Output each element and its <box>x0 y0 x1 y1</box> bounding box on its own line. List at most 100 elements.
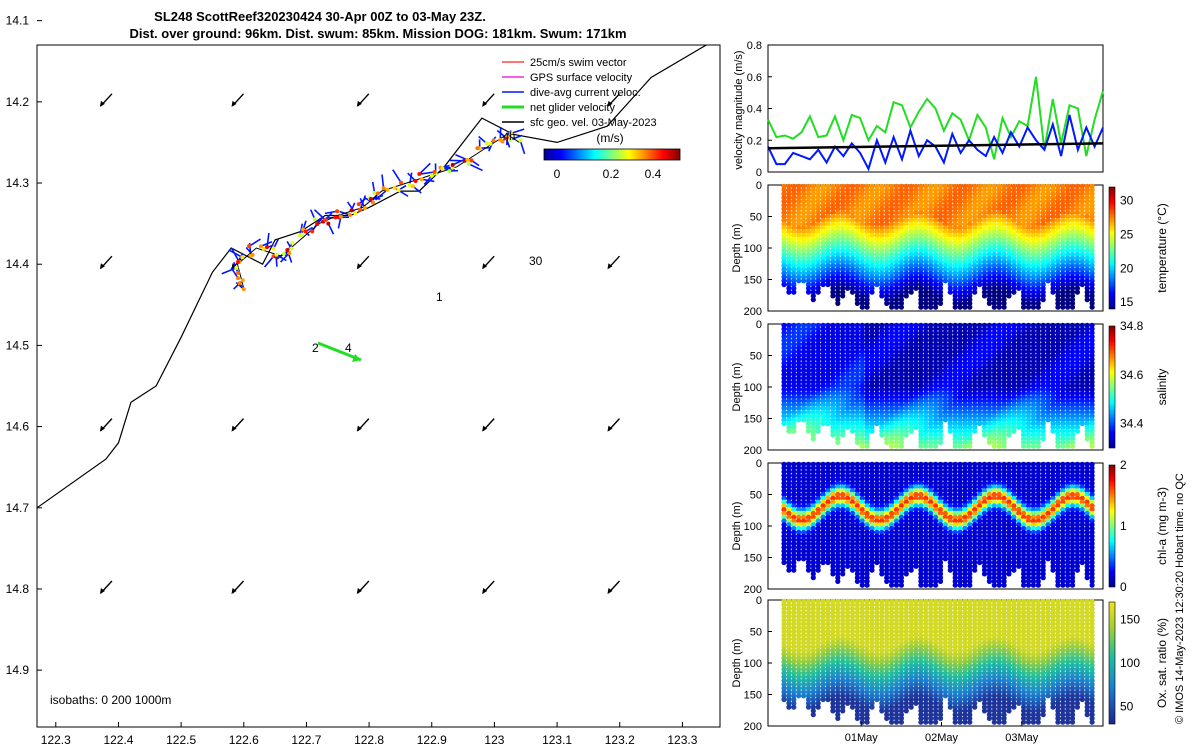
temperature-section-dot <box>918 270 924 276</box>
temperature-section-dot <box>942 240 949 246</box>
temperature-section-dot <box>859 225 865 231</box>
temperature-section-dot <box>825 225 831 231</box>
temperature-section-dot <box>962 300 968 306</box>
temperature-section-dot <box>1016 229 1022 235</box>
temperature-section-dot <box>898 240 905 246</box>
temperature-section-dot <box>791 251 797 257</box>
temperature-section-dot <box>1016 274 1022 280</box>
temperature-section-dot <box>1011 240 1017 246</box>
track-dot <box>347 213 352 218</box>
temperature-section-dot <box>898 198 905 204</box>
temperature-section-dot <box>805 236 812 242</box>
temperature-section-dot <box>918 229 924 235</box>
temperature-section-dot <box>1011 213 1017 220</box>
temperature-section-dot <box>996 202 1002 208</box>
temperature-section-dot <box>845 217 851 223</box>
velocity-ytick-label: 0 <box>756 167 762 179</box>
temperature-section-dot <box>1001 281 1007 288</box>
temperature-section-dot <box>933 259 939 265</box>
chl-a-section-dot <box>840 571 846 577</box>
temperature-section-dot <box>928 232 934 238</box>
temperature-section-dot <box>981 225 988 231</box>
temperature-section-dot <box>908 221 914 227</box>
temperature-section-dot <box>957 221 963 227</box>
temperature-section-dot <box>805 221 812 227</box>
temperature-section-dot <box>991 236 997 242</box>
temperature-section-dot <box>805 274 812 280</box>
temperature-section-dot <box>947 251 953 257</box>
temperature-section-dot <box>937 289 944 295</box>
temperature-section-dot <box>796 198 802 204</box>
temperature-section-dot <box>869 221 875 227</box>
temperature-section-dot <box>1001 251 1007 257</box>
temperature-section-dot <box>820 278 826 284</box>
geo-arrowhead <box>356 263 362 270</box>
temperature-section-dot <box>884 213 890 220</box>
temperature-section-ytick-label: 0 <box>756 180 762 192</box>
temperature-section-dot <box>893 191 900 197</box>
temperature-section-dot <box>791 202 797 208</box>
temperature-section-dot <box>815 251 821 257</box>
temperature-section-dot <box>879 221 885 227</box>
temperature-section-dot <box>786 285 792 291</box>
temperature-section-dot <box>835 289 841 295</box>
temperature-section-dot <box>952 198 958 204</box>
temperature-section-dot <box>801 210 807 216</box>
temperature-section-dot <box>884 221 890 227</box>
temperature-section-dot <box>835 285 841 291</box>
temperature-section-dot <box>898 236 905 242</box>
temperature-section-dot <box>903 281 909 288</box>
temperature-section-dot <box>967 221 973 227</box>
temperature-section-dot <box>947 259 953 265</box>
temperature-section-dot <box>937 285 944 291</box>
map-ytick-label: 14.5 <box>6 338 30 352</box>
temperature-section-dot <box>825 195 831 201</box>
temperature-section-dot <box>854 225 861 231</box>
temperature-section-dot <box>1011 255 1017 261</box>
temperature-section-dot <box>884 259 890 265</box>
temperature-section-dot <box>942 244 949 250</box>
chl-a-section-dot <box>879 571 885 577</box>
temperature-section-dot <box>918 285 924 291</box>
temperature-section-dot <box>810 202 816 208</box>
track-dot <box>290 240 295 245</box>
temperature-section-dot <box>977 210 983 216</box>
temperature-section-dot <box>952 304 958 310</box>
temperature-section-dot <box>874 232 880 238</box>
salinity-section-dot <box>1030 443 1036 449</box>
velocity-ytick-label: 0.2 <box>747 135 762 147</box>
temperature-section-dot <box>933 255 939 261</box>
temperature-section-dot <box>1006 221 1012 227</box>
temperature-section-dot <box>903 236 909 242</box>
temperature-section-dot <box>986 270 993 276</box>
temperature-section-dot <box>884 191 890 197</box>
temperature-section-dot <box>849 229 856 235</box>
temperature-section-dot <box>820 247 826 254</box>
temperature-section-dot <box>986 300 993 306</box>
temperature-section-dot <box>786 195 792 201</box>
temperature-section-dot <box>791 263 797 269</box>
temperature-section-dot <box>952 255 958 261</box>
temperature-section-dot <box>981 240 988 246</box>
velocity-ytick-label: 0.6 <box>747 72 762 84</box>
geo-arrowhead <box>99 425 105 432</box>
temperature-section-dot <box>991 244 997 250</box>
chl-a-section-dot <box>825 559 831 566</box>
temperature-section-dot <box>913 251 919 257</box>
temperature-section-dot <box>977 247 983 254</box>
temperature-section-dot <box>820 251 826 257</box>
temperature-section-dot <box>981 285 988 291</box>
temperature-section-dot <box>879 289 885 295</box>
temperature-section-dot <box>1001 278 1007 284</box>
temperature-section-dot <box>1001 266 1007 272</box>
temperature-section-dot <box>903 232 909 238</box>
temperature-section-dot <box>1006 191 1012 197</box>
temperature-section-dot <box>845 266 851 272</box>
temperature-section-dot <box>835 195 841 201</box>
temperature-section-dot <box>879 263 885 269</box>
temperature-section-dot <box>845 195 851 201</box>
temperature-section-dot <box>781 191 787 197</box>
temperature-section-dot <box>1006 251 1012 257</box>
temperature-section-dot <box>1011 221 1017 227</box>
